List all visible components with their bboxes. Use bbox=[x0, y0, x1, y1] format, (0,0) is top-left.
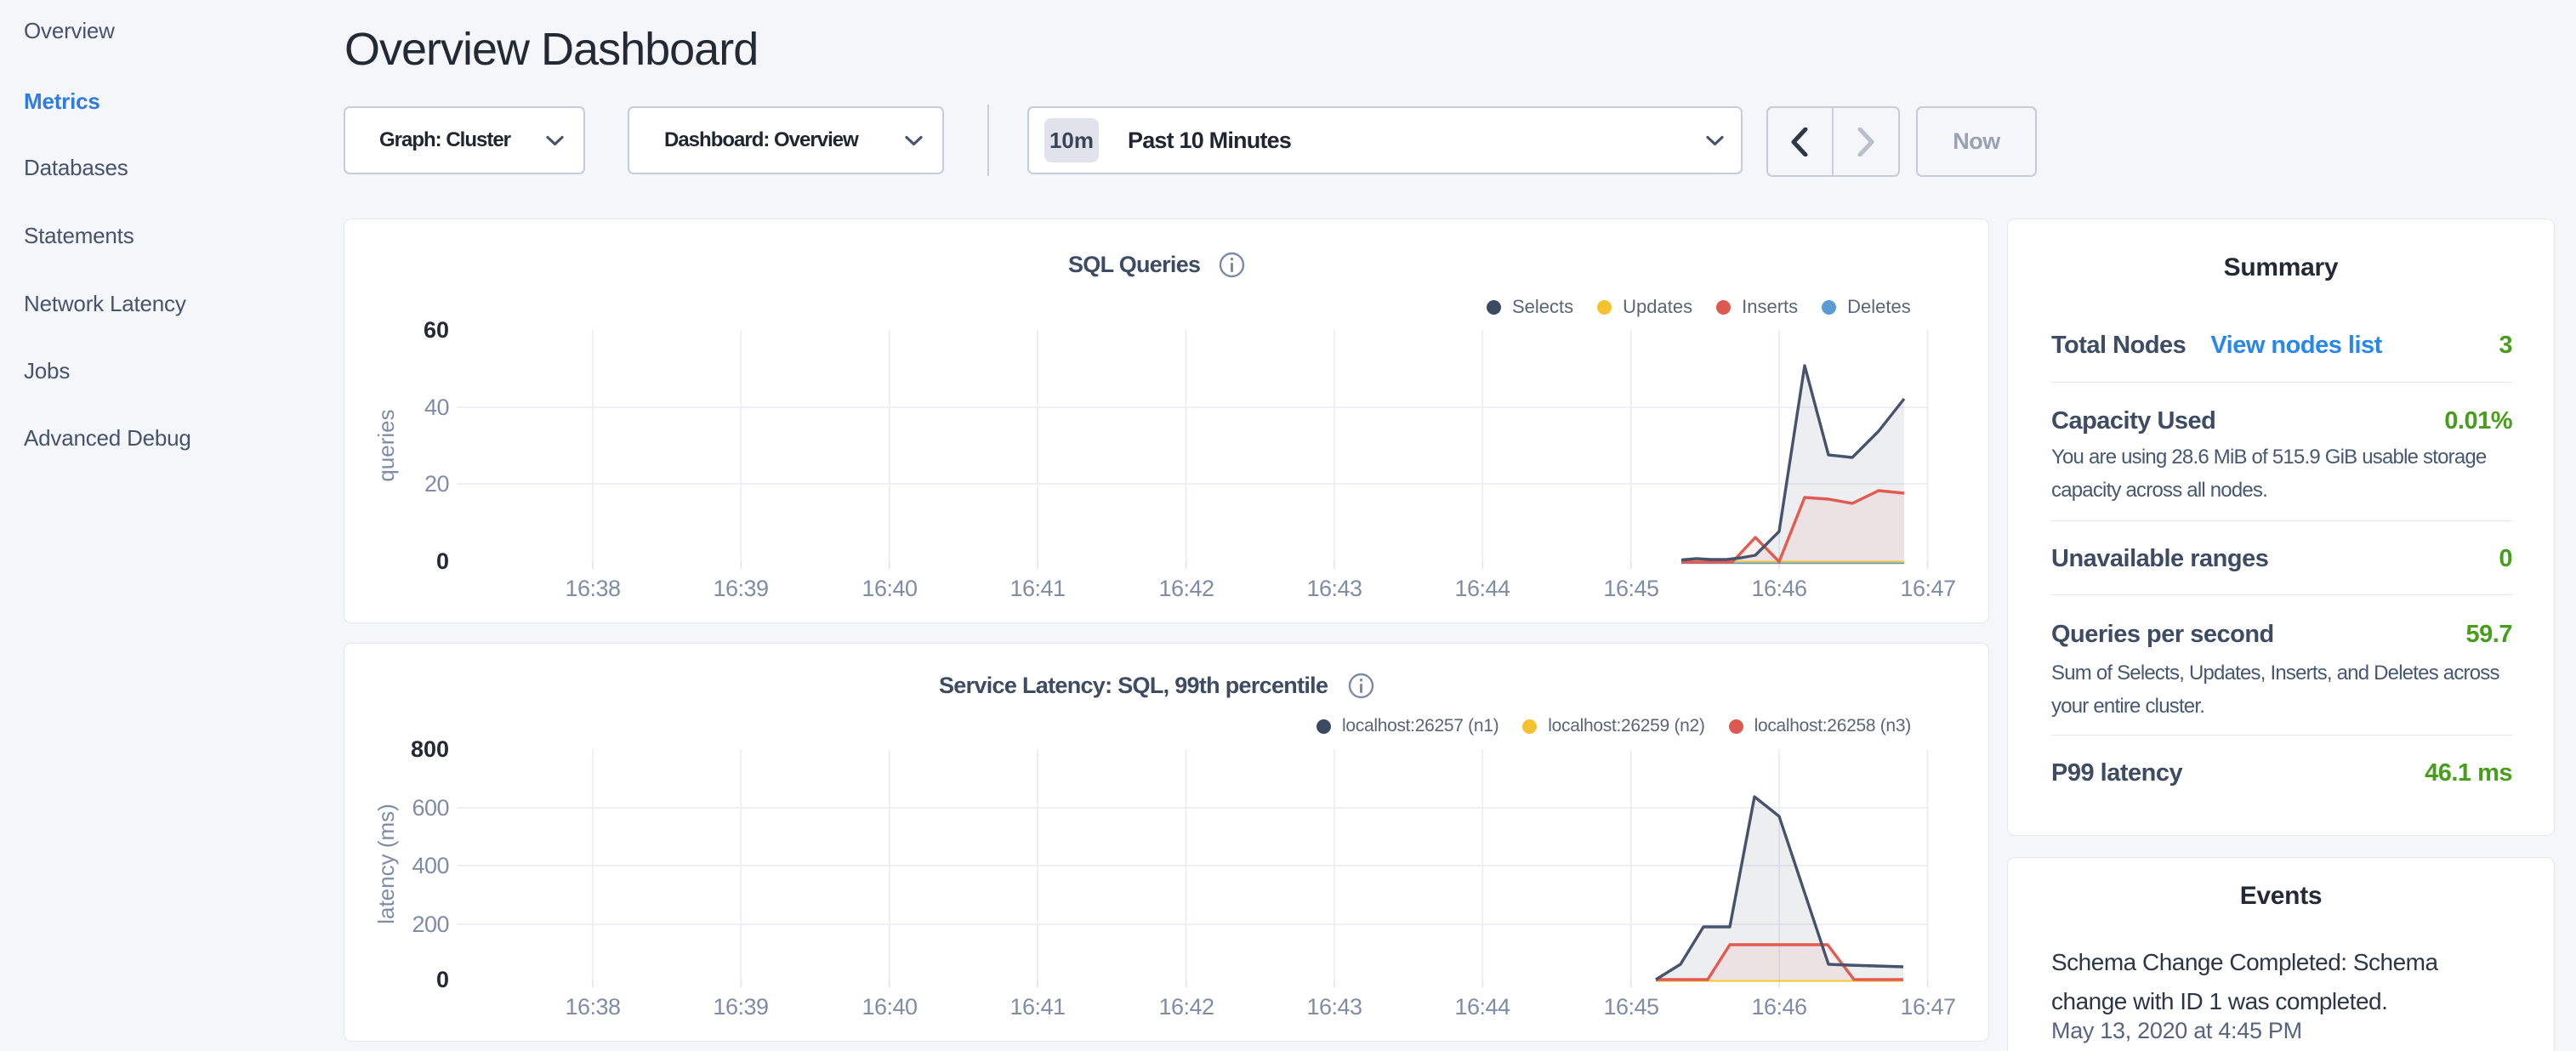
svg-text:16:40: 16:40 bbox=[862, 994, 917, 1020]
svg-text:16:47: 16:47 bbox=[1900, 576, 1955, 601]
svg-text:16:42: 16:42 bbox=[1158, 994, 1214, 1020]
svg-text:16:43: 16:43 bbox=[1306, 576, 1362, 601]
svg-text:600: 600 bbox=[412, 795, 449, 821]
svg-text:16:45: 16:45 bbox=[1603, 994, 1658, 1020]
svg-text:0: 0 bbox=[436, 967, 449, 992]
svg-text:16:46: 16:46 bbox=[1751, 994, 1806, 1020]
svg-text:16:43: 16:43 bbox=[1306, 994, 1362, 1020]
svg-text:60: 60 bbox=[424, 317, 449, 343]
svg-text:16:39: 16:39 bbox=[713, 576, 768, 601]
svg-text:16:39: 16:39 bbox=[713, 994, 768, 1020]
svg-text:0: 0 bbox=[436, 548, 449, 574]
svg-text:16:47: 16:47 bbox=[1900, 994, 1955, 1020]
svg-text:16:45: 16:45 bbox=[1603, 576, 1658, 601]
svg-text:16:40: 16:40 bbox=[862, 576, 917, 601]
svg-text:20: 20 bbox=[424, 471, 449, 497]
svg-text:queries: queries bbox=[373, 409, 399, 481]
svg-text:16:41: 16:41 bbox=[1009, 994, 1065, 1020]
svg-text:16:44: 16:44 bbox=[1454, 994, 1510, 1020]
svg-text:400: 400 bbox=[412, 853, 449, 878]
svg-text:16:46: 16:46 bbox=[1751, 576, 1806, 601]
svg-text:16:38: 16:38 bbox=[565, 576, 620, 601]
svg-text:latency (ms): latency (ms) bbox=[373, 804, 399, 924]
svg-text:16:44: 16:44 bbox=[1454, 576, 1510, 601]
svg-text:16:42: 16:42 bbox=[1158, 576, 1214, 601]
svg-text:16:38: 16:38 bbox=[565, 994, 620, 1020]
svg-text:16:41: 16:41 bbox=[1009, 576, 1065, 601]
svg-text:800: 800 bbox=[411, 736, 449, 762]
svg-text:200: 200 bbox=[412, 912, 449, 937]
svg-text:40: 40 bbox=[424, 395, 449, 420]
